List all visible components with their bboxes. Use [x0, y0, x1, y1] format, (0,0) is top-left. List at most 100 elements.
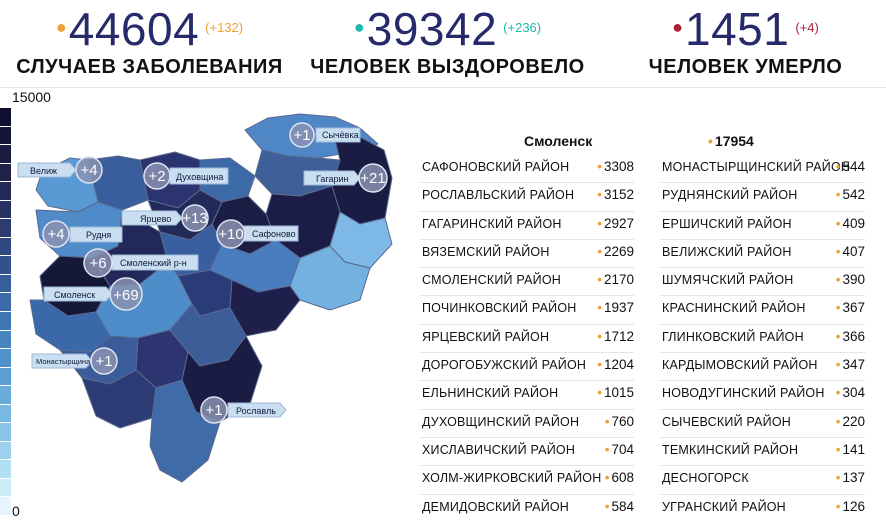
map-tag-sychevka-delta: +1: [293, 127, 310, 144]
district-name: УГРАНСКИЙ РАЙОН: [662, 499, 786, 514]
table-row: НОВОДУГИНСКИЙ РАЙОН 304: [660, 381, 865, 410]
recovered-count: 39342: [366, 3, 498, 55]
district-value: 2170: [597, 272, 634, 287]
district-value: 760: [605, 414, 634, 429]
district-name: ДЕСНОГОРСК: [662, 471, 749, 486]
map-tag-smolensk-delta: +69: [113, 287, 138, 304]
table-row: ТЕМКИНСКИЙ РАЙОН 141: [660, 438, 865, 467]
recovered-stat: ● 39342 (+236) ЧЕЛОВЕК ВЫЗДОРОВЕЛО: [300, 4, 595, 79]
map-tag-yartsevo: Ярцево +13: [121, 204, 209, 232]
map-tag-gagarin: Гагарин +21: [303, 163, 388, 193]
district-value: 1204: [597, 357, 634, 372]
map-tag-velizh-label: Велиж: [30, 166, 57, 176]
table-row: КАРДЫМОВСКИЙ РАЙОН 347: [660, 353, 865, 382]
deaths-delta: (+4): [795, 20, 819, 35]
district-name: РУДНЯНСКИЙ РАЙОН: [662, 188, 798, 203]
map-region-ershichi: [149, 379, 221, 483]
district-name: ВЕЛИЖСКИЙ РАЙОН: [662, 244, 792, 259]
table-head-value: 17954: [708, 133, 754, 149]
district-name: ГЛИНКОВСКИЙ РАЙОН: [662, 329, 804, 344]
district-value: 409: [836, 216, 865, 231]
map-tag-rudnya-label: Рудня: [86, 230, 111, 240]
district-value: 347: [836, 357, 865, 372]
district-name: ВЯЗЕМСКИЙ РАЙОН: [422, 244, 550, 259]
district-name: МОНАСТЫРЩИНСКИЙ РАЙОН: [662, 160, 851, 174]
table-row: САФОНОВСКИЙ РАЙОН 3308: [420, 155, 634, 184]
table-row: ХОЛМ-ЖИРКОВСКИЙ РАЙОН608: [420, 466, 634, 495]
district-name: ДУХОВЩИНСКИЙ РАЙОН: [422, 414, 580, 429]
map-tag-sychevka: +1 Сычёвка: [289, 122, 361, 148]
recovered-delta: (+236): [503, 20, 542, 35]
cases-dot-icon: ●: [55, 17, 67, 37]
district-value: 542: [836, 187, 865, 202]
district-value: 304: [836, 385, 865, 400]
district-name: ГАГАРИНСКИЙ РАЙОН: [422, 216, 562, 231]
table-row: ГАГАРИНСКИЙ РАЙОН 2927: [420, 212, 634, 240]
map-tag-roslavl-label: Рославль: [236, 406, 276, 416]
map-tag-smolensk-rn-label: Смоленский р-н: [120, 258, 187, 268]
table-row: ВЯЗЕМСКИЙ РАЙОН 2269: [420, 240, 634, 269]
district-name: ХОЛМ-ЖИРКОВСКИЙ РАЙОН: [422, 471, 602, 486]
table-row: ГЛИНКОВСКИЙ РАЙОН 366: [660, 325, 865, 354]
district-name: РОСЛАВЛЬСКИЙ РАЙОН: [422, 188, 575, 203]
district-value: 367: [836, 300, 865, 315]
recovered-dot-icon: ●: [353, 17, 365, 37]
deaths-dot-icon: ●: [672, 17, 684, 37]
deaths-stat: ● 1451 (+4) ЧЕЛОВЕК УМЕРЛО: [598, 4, 886, 79]
district-value: 1937: [597, 300, 634, 315]
map-tag-safonovo-label: Сафоново: [252, 229, 296, 239]
table-head-city: Смоленск: [524, 133, 593, 149]
map-tag-velizh: Велиж +4: [17, 156, 103, 184]
map-tag-monastyrshchina: Монастырщина +1: [31, 347, 118, 375]
header-divider: [0, 87, 886, 88]
cases-delta: (+132): [205, 20, 244, 35]
district-value: 1015: [597, 385, 634, 400]
district-value: 544: [836, 159, 865, 174]
table-row: СМОЛЕНСКИЙ РАЙОН 2170: [420, 268, 634, 297]
district-name: ХИСЛАВИЧСКИЙ РАЙОН: [422, 442, 576, 457]
map-tag-safonovo-delta: +10: [218, 226, 243, 243]
map-tag-roslavl-delta: +1: [205, 402, 222, 419]
district-value: 141: [836, 442, 865, 457]
map-tag-roslavl: Рославль +1: [200, 396, 287, 424]
table-row: РУДНЯНСКИЙ РАЙОН 542: [660, 183, 865, 212]
table-row: ДУХОВЩИНСКИЙ РАЙОН 760: [420, 410, 634, 438]
map-tag-gagarin-delta: +21: [360, 170, 385, 187]
district-value: 390: [836, 272, 865, 287]
district-value: 2269: [597, 244, 634, 259]
region-map: +1 Сычёвка Велиж +4 Духовщина +2 Гагарин…: [17, 113, 393, 483]
district-name: КРАСНИНСКИЙ РАЙОН: [662, 301, 806, 316]
table-row: УГРАНСКИЙ РАЙОН 126: [660, 495, 865, 521]
district-value: 704: [605, 442, 634, 457]
cases-stat: ● 44604 (+132) СЛУЧАЕВ ЗАБОЛЕВАНИЯ: [2, 4, 297, 79]
map-tag-yartsevo-delta: +13: [182, 210, 207, 227]
district-value: 137: [836, 470, 865, 485]
district-name: ШУМЯЧСКИЙ РАЙОН: [662, 273, 794, 288]
district-value: 3308: [597, 159, 634, 174]
map-tag-smolensk-rn: Смоленский р-н +6: [83, 248, 199, 278]
cases-count: 44604: [68, 3, 200, 55]
table-row: КРАСНИНСКИЙ РАЙОН 367: [660, 296, 865, 325]
district-value: 126: [836, 499, 865, 514]
district-name: ТЕМКИНСКИЙ РАЙОН: [662, 442, 799, 457]
map-tag-smolensk: Смоленск +69: [43, 277, 143, 311]
map-tag-dukhovshchina-label: Духовщина: [176, 172, 223, 182]
district-value: 2927: [597, 216, 634, 231]
district-name: КАРДЫМОВСКИЙ РАЙОН: [662, 358, 818, 373]
table-row: ДЕСНОГОРСК 137: [660, 466, 865, 495]
table-row: СЫЧЕВСКИЙ РАЙОН 220: [660, 410, 865, 438]
map-tag-smolensk-rn-delta: +6: [89, 255, 106, 272]
deaths-count: 1451: [685, 3, 790, 55]
cases-label: СЛУЧАЕВ ЗАБОЛЕВАНИЯ: [16, 56, 283, 78]
scale-min-label: 0: [12, 503, 20, 519]
table-row: ПОЧИНКОВСКИЙ РАЙОН 1937: [420, 296, 634, 325]
table-row: ДЕМИДОВСКИЙ РАЙОН 584: [420, 495, 634, 521]
map-tag-dukhovshchina: Духовщина +2: [143, 162, 229, 190]
district-value: 608: [605, 470, 634, 485]
map-tag-dukhovshchina-delta: +2: [148, 168, 165, 185]
map-tag-rudnya: Рудня +4: [42, 220, 123, 248]
district-name: ДОРОГОБУЖСКИЙ РАЙОН: [422, 358, 587, 373]
table-row: ЯРЦЕВСКИЙ РАЙОН 1712: [420, 325, 634, 354]
table-row: ЕРШИЧСКИЙ РАЙОН 409: [660, 212, 865, 240]
district-name: ПОЧИНКОВСКИЙ РАЙОН: [422, 301, 577, 316]
